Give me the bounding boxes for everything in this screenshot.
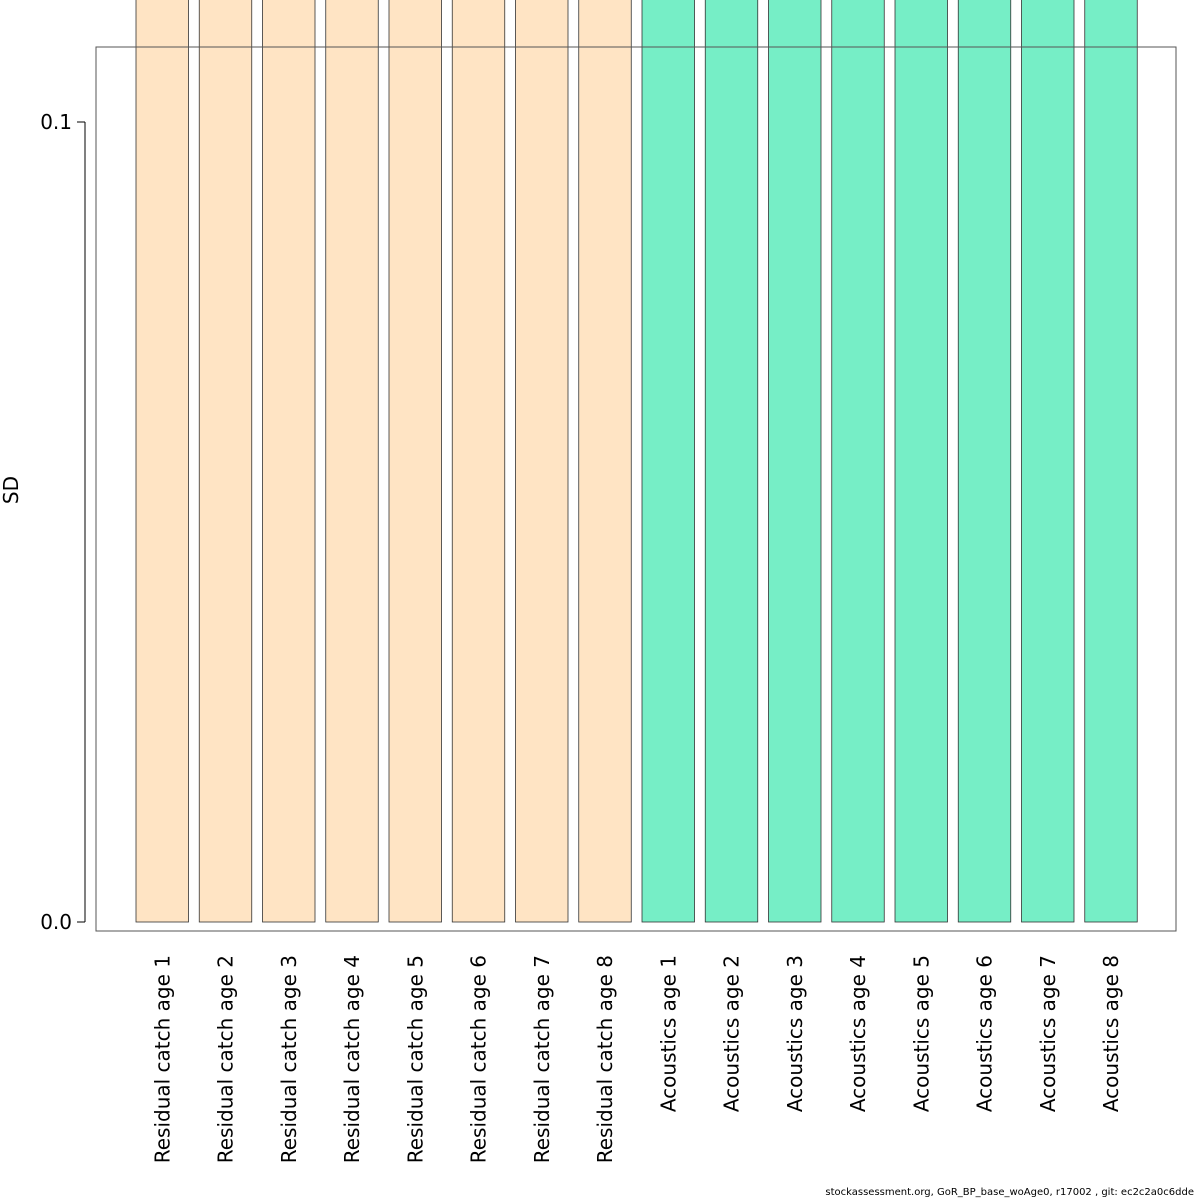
bar-1 xyxy=(135,0,189,923)
x-tick-label-3: Residual catch age 3 xyxy=(277,955,301,1163)
x-tick-label-14: Acoustics age 6 xyxy=(973,955,997,1112)
bar-5 xyxy=(388,0,442,923)
x-tick-label-15: Acoustics age 7 xyxy=(1036,955,1060,1112)
bar-10 xyxy=(704,0,759,923)
x-tick-label-1: Residual catch age 1 xyxy=(150,955,174,1163)
x-tick-label-13: Acoustics age 5 xyxy=(909,955,933,1112)
bar-3 xyxy=(262,0,316,923)
x-tick-label-11: Acoustics age 3 xyxy=(783,955,807,1112)
bar-16 xyxy=(1084,0,1138,923)
bar-4 xyxy=(325,0,379,923)
x-tick-label-5: Residual catch age 5 xyxy=(403,955,427,1163)
bars-group xyxy=(135,0,1138,923)
y-axis: 0.00.10.20.30.40.5 xyxy=(40,110,86,934)
bar-2 xyxy=(198,0,253,923)
x-tick-label-9: Acoustics age 1 xyxy=(656,955,680,1112)
bar-12 xyxy=(831,0,885,923)
y-tick-label-1: 0.0 xyxy=(40,910,72,934)
bar-7 xyxy=(515,0,569,923)
footer-text: stockassessment.org, GoR_BP_base_woAge0,… xyxy=(825,1187,1194,1198)
y-axis-title: SD xyxy=(0,476,23,504)
plot-frame xyxy=(95,46,1177,932)
bar-9 xyxy=(641,0,695,923)
x-tick-label-12: Acoustics age 4 xyxy=(846,955,870,1112)
bar-11 xyxy=(768,0,822,923)
bar-13 xyxy=(894,0,948,923)
bar-6 xyxy=(451,0,506,923)
y-tick-label-2: 0.1 xyxy=(40,110,72,134)
bar-14 xyxy=(957,0,1012,923)
bar-15 xyxy=(1021,0,1075,923)
x-tick-label-2: Residual catch age 2 xyxy=(214,955,238,1163)
x-tick-label-10: Acoustics age 2 xyxy=(720,955,744,1112)
x-tick-label-7: Residual catch age 7 xyxy=(530,955,554,1163)
bar-8 xyxy=(578,0,632,923)
x-tick-label-4: Residual catch age 4 xyxy=(340,955,364,1163)
x-tick-label-6: Residual catch age 6 xyxy=(467,955,491,1163)
x-tick-label-8: Residual catch age 8 xyxy=(593,955,617,1163)
x-tick-label-16: Acoustics age 8 xyxy=(1099,955,1123,1112)
x-axis-labels: Residual catch age 1 Residual catch age 2… xyxy=(150,955,1123,1163)
